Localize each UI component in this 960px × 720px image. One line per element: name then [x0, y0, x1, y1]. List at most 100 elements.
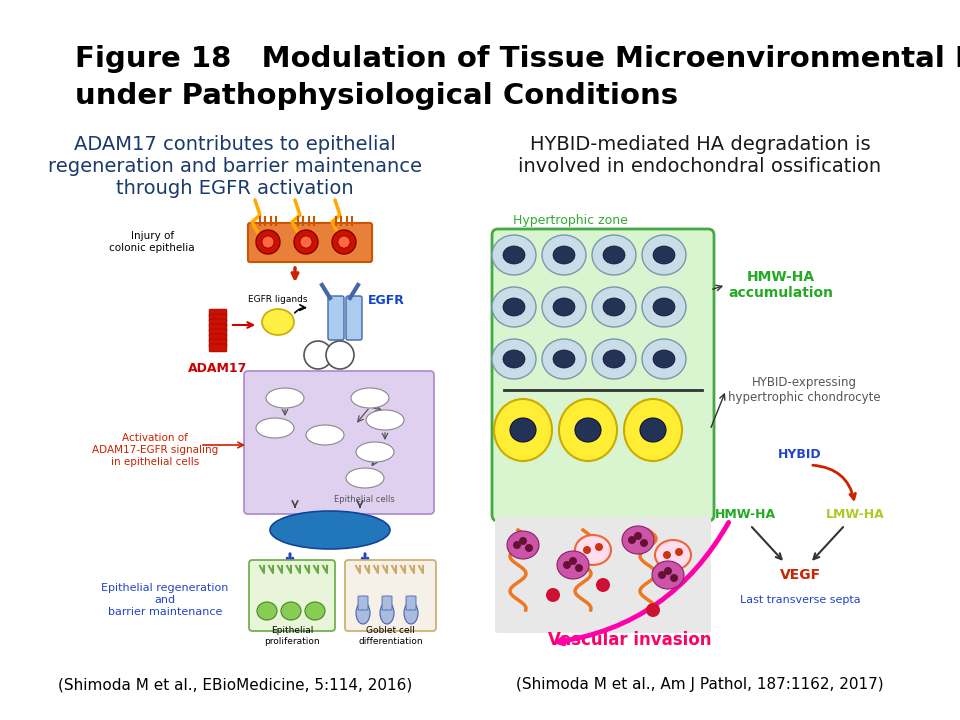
Ellipse shape [557, 551, 589, 579]
Text: under Pathophysiological Conditions: under Pathophysiological Conditions [75, 82, 678, 110]
FancyBboxPatch shape [328, 296, 344, 340]
FancyBboxPatch shape [209, 324, 227, 332]
Circle shape [300, 236, 312, 248]
Text: (Shimoda M et al., Am J Pathol, 187:1162, 2017): (Shimoda M et al., Am J Pathol, 187:1162… [516, 678, 884, 693]
Text: EGFR ligands: EGFR ligands [249, 295, 308, 305]
Text: HYBID: HYBID [779, 449, 822, 462]
Text: RAF: RAF [374, 415, 396, 425]
Ellipse shape [281, 602, 301, 620]
Ellipse shape [624, 399, 682, 461]
Ellipse shape [503, 246, 525, 264]
Circle shape [663, 551, 671, 559]
Ellipse shape [492, 287, 536, 327]
Ellipse shape [366, 410, 404, 430]
Ellipse shape [653, 298, 675, 316]
Circle shape [646, 603, 660, 617]
Text: HYBID-mediated HA degradation is
involved in endochondral ossification: HYBID-mediated HA degradation is involve… [518, 135, 881, 176]
Circle shape [332, 230, 356, 254]
Ellipse shape [404, 602, 418, 624]
FancyBboxPatch shape [346, 296, 362, 340]
Text: ✂: ✂ [274, 317, 282, 327]
Text: AKT: AKT [264, 423, 286, 433]
Ellipse shape [492, 339, 536, 379]
Ellipse shape [603, 350, 625, 368]
Text: Epithelial regeneration
and
barrier maintenance: Epithelial regeneration and barrier main… [102, 583, 228, 616]
Ellipse shape [542, 235, 586, 275]
Ellipse shape [553, 298, 575, 316]
Circle shape [304, 341, 332, 369]
Circle shape [664, 567, 672, 575]
Ellipse shape [592, 287, 636, 327]
FancyBboxPatch shape [249, 560, 335, 631]
Ellipse shape [592, 235, 636, 275]
Text: HYBID-expressing
hypertrophic chondrocyte: HYBID-expressing hypertrophic chondrocyt… [728, 376, 880, 404]
Ellipse shape [640, 418, 666, 442]
Ellipse shape [494, 399, 552, 461]
Ellipse shape [306, 425, 344, 445]
Circle shape [513, 541, 521, 549]
FancyBboxPatch shape [209, 334, 227, 342]
FancyBboxPatch shape [382, 596, 392, 610]
Text: HMW-HA
accumulation: HMW-HA accumulation [728, 270, 833, 300]
Ellipse shape [507, 531, 539, 559]
Ellipse shape [542, 287, 586, 327]
FancyBboxPatch shape [209, 309, 227, 317]
FancyBboxPatch shape [209, 329, 227, 337]
Text: VEGF: VEGF [780, 568, 821, 582]
FancyBboxPatch shape [358, 596, 368, 610]
Circle shape [338, 236, 350, 248]
Ellipse shape [642, 235, 686, 275]
Circle shape [634, 532, 642, 540]
FancyBboxPatch shape [248, 223, 372, 262]
Text: RAS: RAS [359, 393, 381, 403]
FancyBboxPatch shape [209, 344, 227, 352]
Circle shape [256, 230, 280, 254]
Ellipse shape [655, 540, 691, 570]
FancyBboxPatch shape [492, 229, 714, 521]
Text: ERK: ERK [354, 473, 375, 483]
Ellipse shape [653, 246, 675, 264]
Ellipse shape [575, 418, 601, 442]
Text: P: P [313, 348, 323, 361]
Ellipse shape [266, 388, 304, 408]
Circle shape [658, 571, 666, 579]
FancyBboxPatch shape [209, 314, 227, 322]
Text: Goblet cell
differentiation: Goblet cell differentiation [358, 626, 422, 646]
Ellipse shape [592, 339, 636, 379]
Ellipse shape [492, 235, 536, 275]
Text: Epithelial
proliferation: Epithelial proliferation [264, 626, 320, 646]
Text: Activation of
ADAM17-EGFR signaling
in epithelial cells: Activation of ADAM17-EGFR signaling in e… [92, 433, 218, 467]
FancyBboxPatch shape [345, 560, 436, 631]
Circle shape [294, 230, 318, 254]
Text: LMW-HA: LMW-HA [826, 508, 884, 521]
Circle shape [640, 539, 648, 547]
Ellipse shape [553, 350, 575, 368]
Circle shape [675, 548, 683, 556]
Ellipse shape [603, 246, 625, 264]
Circle shape [595, 543, 603, 551]
Ellipse shape [380, 602, 394, 624]
Text: P: P [335, 348, 345, 361]
FancyBboxPatch shape [209, 319, 227, 327]
Ellipse shape [622, 526, 654, 554]
Ellipse shape [553, 246, 575, 264]
Ellipse shape [257, 602, 277, 620]
Ellipse shape [542, 339, 586, 379]
Ellipse shape [652, 561, 684, 589]
Text: ADAM17: ADAM17 [188, 362, 248, 375]
Text: Epithelial cells: Epithelial cells [334, 495, 395, 505]
Ellipse shape [262, 309, 294, 335]
Text: STAT3: STAT3 [308, 430, 342, 440]
Text: Last transverse septa: Last transverse septa [740, 595, 860, 605]
Circle shape [563, 561, 571, 569]
Circle shape [262, 236, 274, 248]
Circle shape [326, 341, 354, 369]
Ellipse shape [653, 350, 675, 368]
Text: HMW-HA: HMW-HA [714, 508, 776, 521]
FancyBboxPatch shape [495, 517, 711, 633]
Ellipse shape [356, 442, 394, 462]
Ellipse shape [603, 298, 625, 316]
Ellipse shape [351, 388, 389, 408]
Circle shape [575, 564, 583, 572]
Ellipse shape [256, 418, 294, 438]
